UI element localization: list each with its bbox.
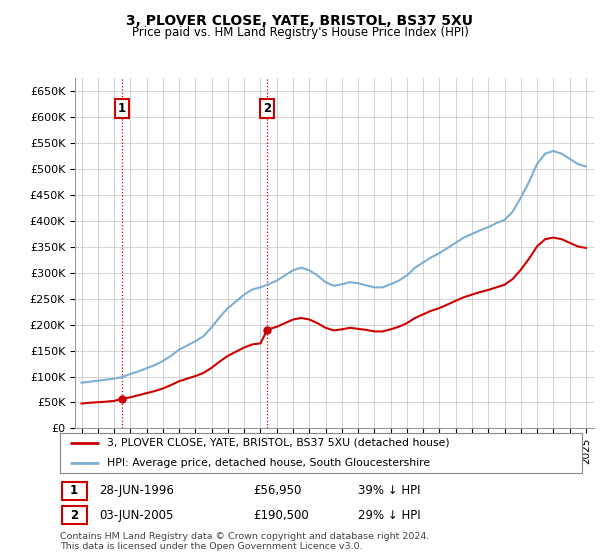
Text: 39% ↓ HPI: 39% ↓ HPI	[358, 484, 420, 497]
Text: 2: 2	[263, 102, 271, 115]
Text: 29% ↓ HPI: 29% ↓ HPI	[358, 508, 420, 521]
Text: £56,950: £56,950	[253, 484, 302, 497]
Text: 03-JUN-2005: 03-JUN-2005	[99, 508, 173, 521]
Text: £190,500: £190,500	[253, 508, 309, 521]
Text: 2: 2	[70, 508, 78, 521]
FancyBboxPatch shape	[62, 482, 86, 500]
FancyBboxPatch shape	[62, 506, 86, 524]
Text: HPI: Average price, detached house, South Gloucestershire: HPI: Average price, detached house, Sout…	[107, 458, 430, 468]
Text: 1: 1	[70, 484, 78, 497]
Text: 28-JUN-1996: 28-JUN-1996	[99, 484, 174, 497]
Text: 3, PLOVER CLOSE, YATE, BRISTOL, BS37 5XU (detached house): 3, PLOVER CLOSE, YATE, BRISTOL, BS37 5XU…	[107, 438, 449, 448]
Text: 3, PLOVER CLOSE, YATE, BRISTOL, BS37 5XU: 3, PLOVER CLOSE, YATE, BRISTOL, BS37 5XU	[127, 14, 473, 28]
Text: Price paid vs. HM Land Registry's House Price Index (HPI): Price paid vs. HM Land Registry's House …	[131, 26, 469, 39]
Text: Contains HM Land Registry data © Crown copyright and database right 2024.
This d: Contains HM Land Registry data © Crown c…	[60, 532, 430, 552]
Text: 1: 1	[118, 102, 126, 115]
